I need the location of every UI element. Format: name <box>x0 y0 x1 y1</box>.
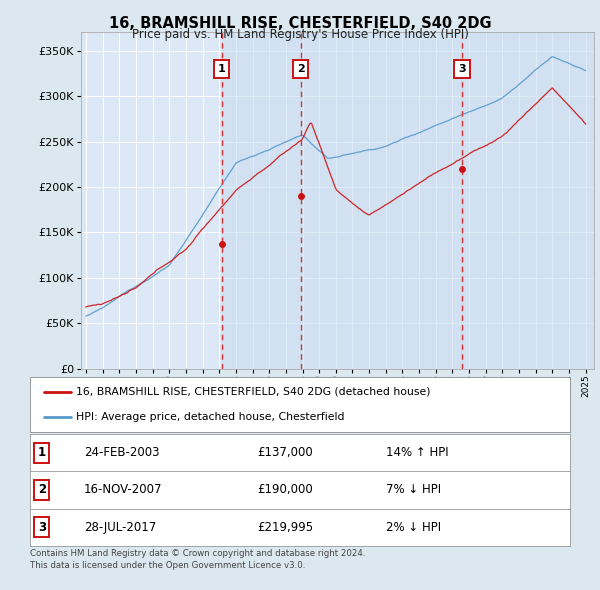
Text: 2: 2 <box>296 64 304 74</box>
Text: 28-JUL-2017: 28-JUL-2017 <box>84 520 156 534</box>
Text: 1: 1 <box>218 64 226 74</box>
Text: 14% ↑ HPI: 14% ↑ HPI <box>386 446 449 460</box>
Text: Contains HM Land Registry data © Crown copyright and database right 2024.
This d: Contains HM Land Registry data © Crown c… <box>30 549 365 570</box>
Bar <box>301 32 462 369</box>
Text: 3: 3 <box>458 64 466 74</box>
Text: £137,000: £137,000 <box>257 446 313 460</box>
Bar <box>221 32 301 369</box>
Text: 3: 3 <box>38 520 46 534</box>
Text: 1: 1 <box>38 446 46 460</box>
Text: £219,995: £219,995 <box>257 520 313 534</box>
Text: £190,000: £190,000 <box>257 483 313 497</box>
Text: HPI: Average price, detached house, Chesterfield: HPI: Average price, detached house, Ches… <box>76 412 344 422</box>
Text: 16-NOV-2007: 16-NOV-2007 <box>84 483 163 497</box>
Text: 24-FEB-2003: 24-FEB-2003 <box>84 446 160 460</box>
Text: 16, BRAMSHILL RISE, CHESTERFIELD, S40 2DG: 16, BRAMSHILL RISE, CHESTERFIELD, S40 2D… <box>109 16 491 31</box>
Bar <box>462 32 594 369</box>
Text: 2: 2 <box>38 483 46 497</box>
Text: 16, BRAMSHILL RISE, CHESTERFIELD, S40 2DG (detached house): 16, BRAMSHILL RISE, CHESTERFIELD, S40 2D… <box>76 387 430 397</box>
Text: 2% ↓ HPI: 2% ↓ HPI <box>386 520 442 534</box>
Text: Price paid vs. HM Land Registry's House Price Index (HPI): Price paid vs. HM Land Registry's House … <box>131 28 469 41</box>
Text: 7% ↓ HPI: 7% ↓ HPI <box>386 483 442 497</box>
